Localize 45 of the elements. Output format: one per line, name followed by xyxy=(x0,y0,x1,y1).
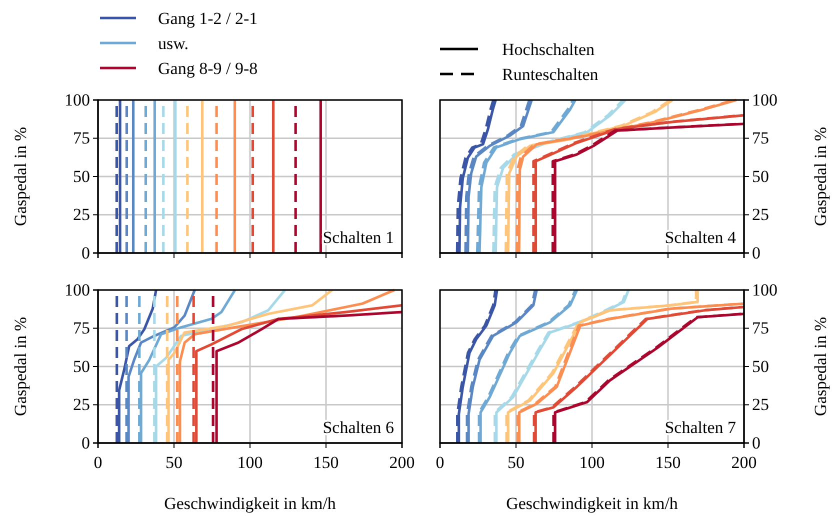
y-tick-label: 25 xyxy=(73,205,90,224)
y-tick-label: 50 xyxy=(73,166,90,186)
y2-tick-label: 100 xyxy=(752,280,778,300)
legend-label: Gang 8-9 / 9-8 xyxy=(158,59,258,78)
y-axis-title: Gaspedal in % xyxy=(11,316,30,416)
y-axis-title: Gaspedal in % xyxy=(11,126,30,226)
x-tick-label: 50 xyxy=(508,453,524,472)
y2-tick-label: 0 xyxy=(752,433,760,452)
y2-tick-label: 50 xyxy=(752,356,769,376)
x-tick-label: 200 xyxy=(389,453,415,472)
y-tick-label: 100 xyxy=(64,280,90,300)
text: Runteschalten xyxy=(502,65,599,84)
y2-tick-label: 25 xyxy=(752,395,769,414)
y2-tick-label: 50 xyxy=(752,166,769,186)
y2-tick-label: 25 xyxy=(752,205,769,224)
text: Schalten 4 xyxy=(664,228,736,247)
x-tick-label: 150 xyxy=(313,453,339,472)
text: Schalten 1 xyxy=(322,228,394,247)
x-tick-label: 100 xyxy=(237,453,263,472)
legend-label: Gang 1-2 / 2-1 xyxy=(158,9,258,28)
y2-tick-label: 0 xyxy=(752,243,760,262)
text: Schalten 7 xyxy=(664,418,736,437)
x-axis-title: Geschwindigkeit in km/h xyxy=(506,494,678,513)
x-axis-title: Geschwindigkeit in km/h xyxy=(164,494,336,513)
x-tick-label: 100 xyxy=(579,453,605,472)
y-tick-label: 0 xyxy=(82,243,90,262)
y-tick-label: 100 xyxy=(64,90,90,110)
y-tick-label: 75 xyxy=(73,128,90,148)
y2-tick-label: 100 xyxy=(752,90,778,110)
y2-tick-label: 75 xyxy=(752,128,769,148)
y-tick-label: 0 xyxy=(82,433,90,452)
y-tick-label: 50 xyxy=(73,356,90,376)
x-tick-label: 150 xyxy=(655,453,681,472)
y2-axis-title: Gaspedal in % xyxy=(811,316,830,416)
legend-label: usw. xyxy=(158,34,189,53)
y-tick-label: 25 xyxy=(73,395,90,414)
x-tick-label: 0 xyxy=(436,453,444,472)
y2-axis-title: Gaspedal in % xyxy=(811,126,830,226)
x-tick-label: 200 xyxy=(731,453,757,472)
y2-tick-label: 75 xyxy=(752,318,769,338)
text: Schalten 6 xyxy=(322,418,394,437)
y-tick-label: 75 xyxy=(73,318,90,338)
x-tick-label: 50 xyxy=(166,453,182,472)
text: Hochschalten xyxy=(502,40,596,59)
x-tick-label: 0 xyxy=(94,453,102,472)
